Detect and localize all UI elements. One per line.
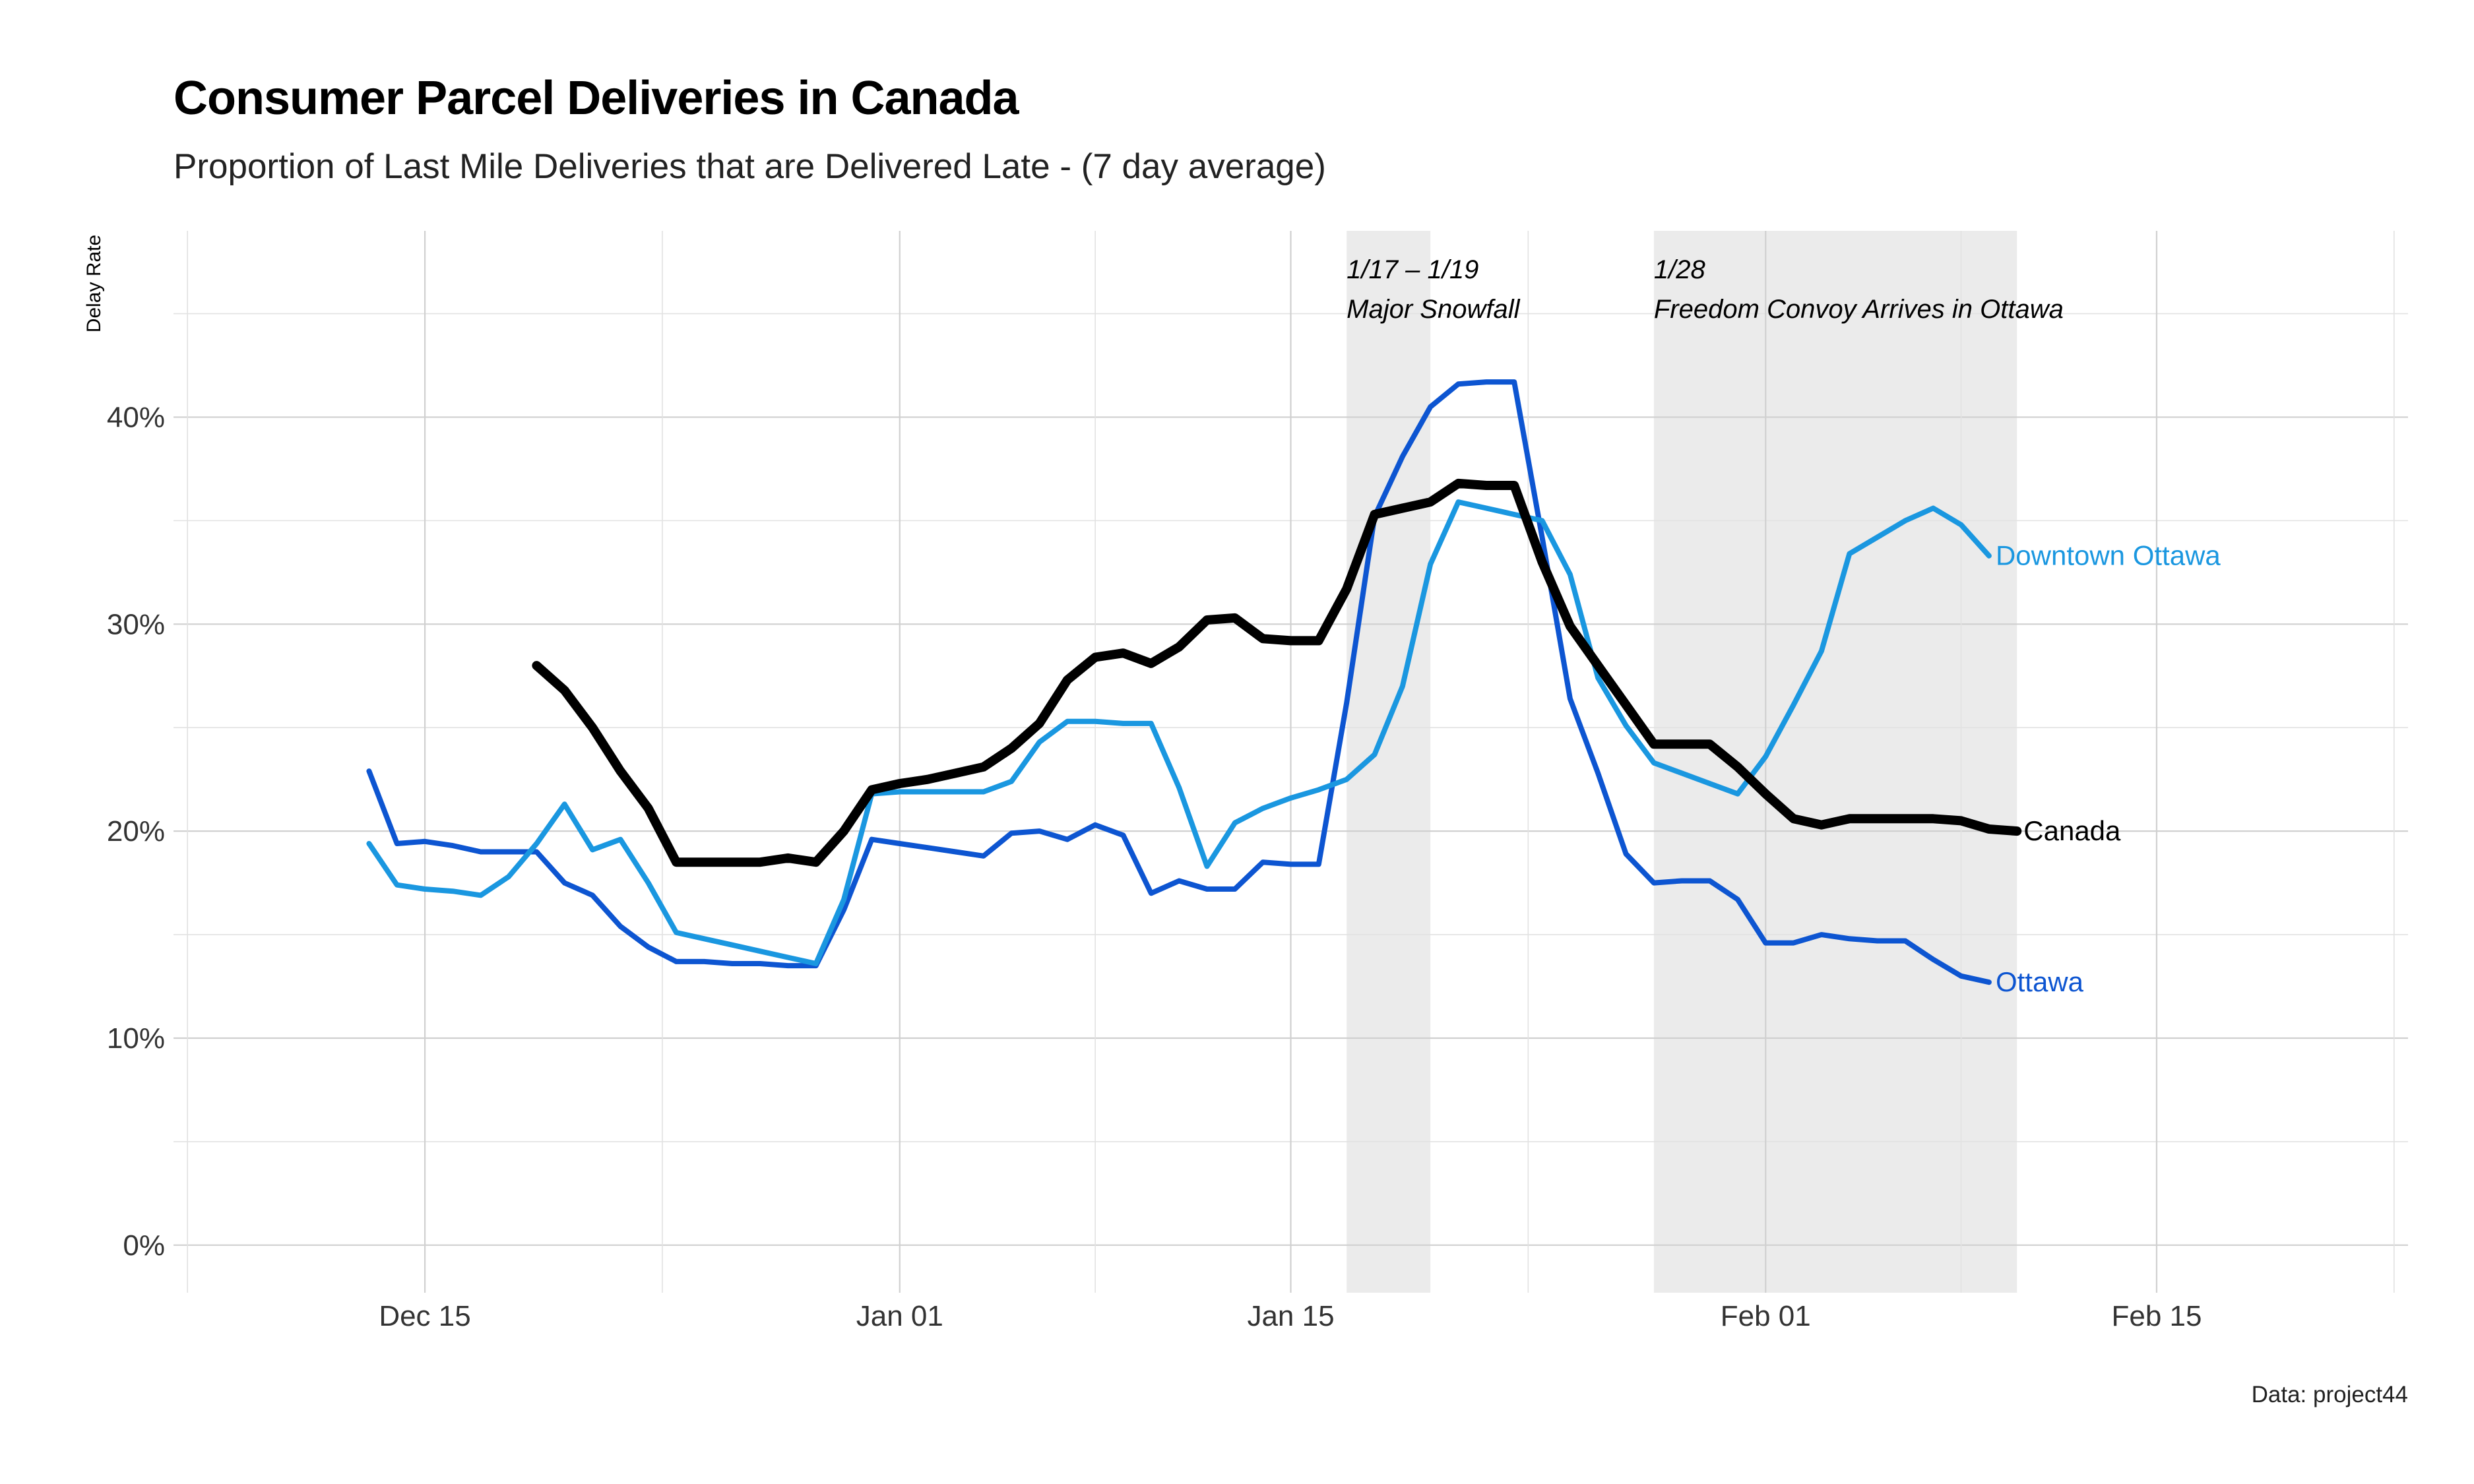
shaded-period-1: [1347, 231, 1431, 1293]
series-label-canada: Canada: [2023, 815, 2121, 846]
series-line-ottawa: [366, 379, 1992, 985]
x-tick-label: Jan 01: [856, 1300, 943, 1332]
series-label-downtown-ottawa: Downtown Ottawa: [1996, 540, 2221, 571]
y-tick-label: 20%: [107, 815, 165, 848]
event-annotations: 1/17 – 1/19 Major Snowfall 1/28 Freedom Con…: [1347, 255, 2064, 324]
y-tick-label: 0%: [123, 1229, 165, 1262]
shaded-period-2: [1653, 231, 2017, 1293]
y-tick-label: 40%: [107, 401, 165, 433]
event-date-label: 1/28: [1654, 255, 1706, 284]
series-line-downtown-ottawa: [366, 499, 1992, 966]
series-line-canada: [532, 478, 2022, 867]
event-description-label: Major Snowfall: [1347, 295, 1520, 324]
event-date-label: 1/17 – 1/19: [1347, 255, 1478, 284]
chart-title: Consumer Parcel Deliveries in Canada: [174, 72, 1019, 125]
x-axis-ticks: Dec 15 Jan 01 Jan 15 Feb 01 Feb 15: [379, 1300, 2202, 1332]
series-label-ottawa: Ottawa: [1996, 966, 2084, 997]
chart-subtitle: Proportion of Last Mile Deliveries that …: [174, 147, 1326, 186]
series-labels: Ottawa Downtown Ottawa Canada: [1996, 540, 2221, 998]
y-tick-label: 10%: [107, 1022, 165, 1055]
x-tick-label: Feb 15: [2111, 1300, 2202, 1332]
event-description-label: Freedom Convoy Arrives in Ottawa: [1654, 295, 2064, 324]
grid-lines: [174, 231, 2408, 1293]
y-axis-ticks: 0% 10% 20% 30% 40%: [107, 401, 165, 1261]
x-tick-label: Feb 01: [1721, 1300, 1811, 1332]
data-source-caption: Data: project44: [2251, 1382, 2408, 1407]
y-axis-label: Delay Rate: [83, 235, 105, 332]
shaded-periods: [1347, 231, 2017, 1293]
x-tick-label: Jan 15: [1247, 1300, 1334, 1332]
x-tick-label: Dec 15: [379, 1300, 470, 1332]
y-tick-label: 30%: [107, 608, 165, 640]
series-lines: [366, 379, 2022, 985]
